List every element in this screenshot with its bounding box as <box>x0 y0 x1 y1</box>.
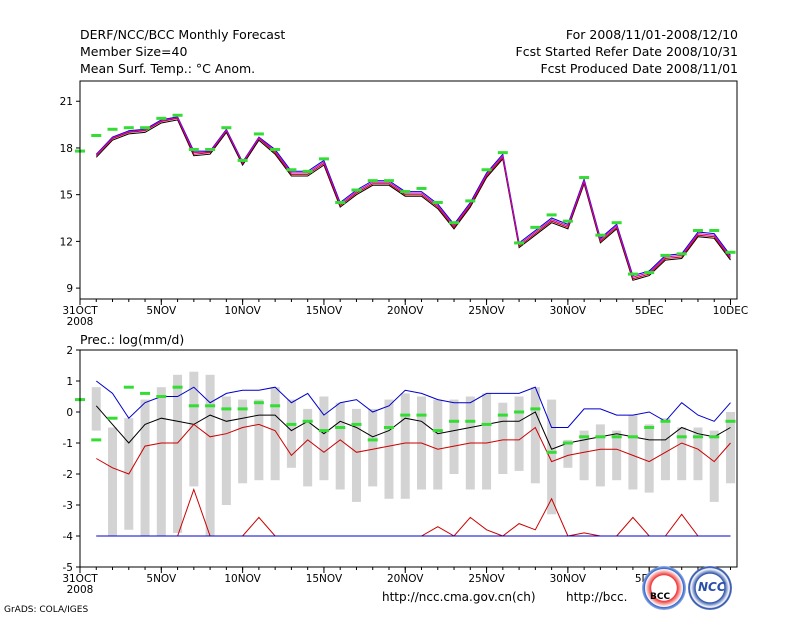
temp-xtick-label-25: 25NOV <box>468 305 505 317</box>
temp-ytick-label-21: 21 <box>60 96 73 108</box>
prec-box-2 <box>108 427 118 536</box>
prec-box-23 <box>449 399 459 474</box>
prec-box-4 <box>140 399 150 536</box>
prec-box-37 <box>677 427 687 481</box>
prec-box-9 <box>221 396 231 505</box>
prec-box-29 <box>547 399 557 515</box>
prec-ytick-label--2: -2 <box>63 469 73 481</box>
prec-box-18 <box>368 408 378 487</box>
prec-ytick-label-0: 0 <box>66 407 73 419</box>
prec-box-13 <box>286 399 296 468</box>
temp-xtick-label-0: 31OCT <box>62 305 98 317</box>
prec-box-14 <box>303 408 313 487</box>
prec-xtick-label-0: 31OCT <box>62 573 98 585</box>
prec-box-25 <box>482 393 492 490</box>
started-date: Fcst Started Refer Date 2008/10/31 <box>515 44 739 59</box>
prec-box-35 <box>644 424 654 493</box>
prec-box-17 <box>351 408 361 502</box>
temp-year-label: 2008 <box>67 316 94 328</box>
temp-xtick-label-35: 5DEC <box>635 305 664 317</box>
variable-label: Mean Surf. Temp.: °C Anom. <box>80 61 256 76</box>
temp-xtick-label-15: 15NOV <box>306 305 343 317</box>
grads-credit: GrADS: COLA/IGES <box>4 605 89 615</box>
prec-box-36 <box>660 418 670 481</box>
prec-ytick-label--4: -4 <box>63 531 74 543</box>
temp-series-mid <box>95 117 731 278</box>
temp-xtick-label-20: 20NOV <box>387 305 424 317</box>
footer-url-bcc[interactable]: http://bcc. <box>566 590 628 604</box>
prec-box-38 <box>693 427 703 481</box>
prec-series-min <box>96 423 731 475</box>
prec-box-8 <box>205 374 215 536</box>
produced-date: Fcst Produced Date 2008/11/01 <box>540 61 738 76</box>
prec-xtick-label-10: 10NOV <box>224 573 261 585</box>
prec-xtick-label-25: 25NOV <box>468 573 505 585</box>
prec-box-30 <box>563 439 573 468</box>
temp-xtick-label-10: 10NOV <box>224 305 261 317</box>
ncc-logo-text: NCC <box>698 580 726 594</box>
prec-box-12 <box>270 387 280 481</box>
prec-box-19 <box>384 399 394 499</box>
chart-title: DERF/NCC/BCC Monthly Forecast <box>80 27 286 42</box>
prec-box-34 <box>628 415 638 490</box>
prec-box-27 <box>514 396 524 471</box>
prec-box-16 <box>335 402 345 490</box>
forecast-period: For 2008/11/01-2008/12/10 <box>565 27 738 42</box>
prec-box-33 <box>612 430 622 481</box>
prec-series-median <box>95 405 731 450</box>
prec-box-32 <box>595 424 605 487</box>
prec-ytick-label-2: 2 <box>66 345 73 357</box>
temp-ytick-label-9: 9 <box>66 283 73 295</box>
prec-box-28 <box>530 387 540 484</box>
prec-box-39 <box>709 430 719 502</box>
prec-ytick-label-1: 1 <box>66 376 73 388</box>
prec-series-max <box>95 380 731 428</box>
prec-ytick-label--1: -1 <box>63 438 73 450</box>
prec-title: Prec.: log(mm/d) <box>80 332 184 347</box>
prec-series-low <box>96 487 731 537</box>
prec-box-15 <box>319 396 329 481</box>
temp-xtick-label-5: 5NOV <box>146 305 177 317</box>
temp-ytick-label-12: 12 <box>60 236 73 248</box>
prec-ytick-label--5: -5 <box>63 562 73 574</box>
prec-box-5 <box>156 387 166 536</box>
prec-xtick-label-30: 30NOV <box>550 573 587 585</box>
prec-year-label: 2008 <box>67 584 94 596</box>
temp-frame <box>79 80 738 300</box>
bcc-logo-icon: BCC <box>642 566 686 610</box>
temp-xtick-label-30: 30NOV <box>550 305 587 317</box>
prec-xtick-label-5: 5NOV <box>146 573 177 585</box>
prec-box-6 <box>173 374 183 533</box>
temp-ytick-label-15: 15 <box>60 190 73 202</box>
prec-box-11 <box>254 399 264 481</box>
member-size: Member Size=40 <box>80 44 188 59</box>
bcc-logo-text: BCC <box>650 592 671 602</box>
temp-series-mean <box>95 119 731 281</box>
prec-box-20 <box>400 393 410 499</box>
temp-xtick-label-40: 10DEC <box>713 305 748 317</box>
prec-box-7 <box>189 371 199 487</box>
prec-box-31 <box>579 430 589 481</box>
prec-xtick-label-20: 20NOV <box>387 573 424 585</box>
prec-box-40 <box>725 412 735 484</box>
temp-series-lower <box>95 117 731 280</box>
footer-url-ch[interactable]: http://ncc.cma.gov.cn(ch) <box>382 590 536 604</box>
prec-box-22 <box>433 399 443 490</box>
prec-xtick-label-15: 15NOV <box>306 573 343 585</box>
prec-box-1 <box>91 387 101 431</box>
ncc-logo-icon: NCC <box>688 566 732 610</box>
temp-ytick-label-18: 18 <box>60 143 73 155</box>
prec-frame <box>79 349 738 568</box>
prec-box-26 <box>498 402 508 474</box>
prec-box-10 <box>238 399 248 484</box>
prec-ytick-label--3: -3 <box>63 500 73 512</box>
